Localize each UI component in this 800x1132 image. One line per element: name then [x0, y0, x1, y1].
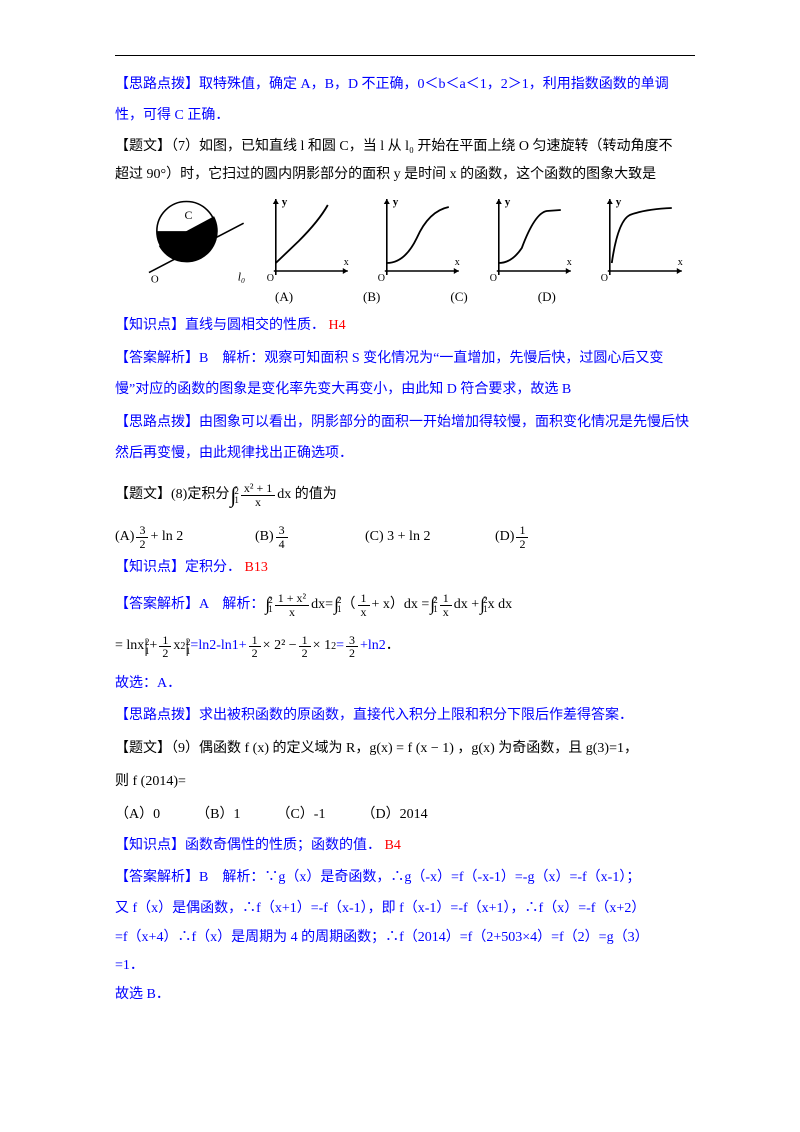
label-d: (D) [538, 283, 556, 312]
ans8-line2: = lnx |21 + 12 x2 |21 = ln2-ln1+ 12 × 2²… [115, 627, 695, 667]
ans8-label: 【答案解析】A 解析： [115, 590, 264, 621]
svg-text:y: y [505, 196, 511, 208]
svg-text:y: y [281, 196, 287, 208]
opt9-c: （C）-1 [276, 800, 325, 831]
kp8-text: 【知识点】定积分． [115, 560, 241, 575]
tip8: 【思路点拨】求出被积函数的原函数，直接代入积分上限和积分下限后作差得答案． [115, 701, 695, 732]
ans9e: 故选 B． [115, 982, 695, 1009]
opt8-d-pre: (D) [495, 522, 514, 553]
q8-suffix: dx 的值为 [277, 480, 337, 511]
kp7-code: H4 [329, 318, 346, 333]
opt8-c: (C) 3 + ln 2 [365, 522, 495, 553]
page: 【思路点拨】取特殊值，确定 A，B，D 不正确，0＜b＜a＜1，2＞1，利用指数… [0, 0, 800, 1132]
svg-text:O: O [490, 273, 497, 283]
opt9-d: （D）2014 [361, 800, 427, 831]
ans7: 【答案解析】B 解析：观察可知面积 S 变化情况为“一直增加，先慢后快，过圆心后… [115, 344, 695, 406]
label-b: (B) [363, 283, 380, 312]
opt9-b: （B）1 [196, 800, 240, 831]
opt9-a: （A）0 [115, 800, 160, 831]
ans8-line1: 【答案解析】A 解析： ∫21 1 + x²x dx= ∫21 （ 1x + x… [115, 585, 695, 625]
q7-fig-b: Ox y [368, 193, 472, 283]
q9: 【题文】（9）偶函数 f (x) 的定义域为 R，g(x) = f (x − 1… [115, 734, 695, 765]
svg-text:y: y [616, 196, 622, 208]
svg-text:O: O [601, 273, 608, 283]
q7-fig-a: Ox y [257, 193, 361, 283]
kp9: 【知识点】函数奇偶性的性质；函数的值． B4 [115, 831, 695, 862]
svg-text:y: y [393, 196, 399, 208]
ans9d: =1． [115, 953, 695, 980]
q7-line1: 【题文】（7）如图，已知直线 l 和圆 C，当 l 从 l₀ 开始在平面上绕 O… [115, 134, 695, 161]
q8: 【题文】(8)定积分 ∫ 21 x² + 1x dx 的值为 [115, 471, 695, 519]
ans9b: 又 f（x）是偶函数，∴f（x+1）=-f（x-1），即 f（x-1）=-f（x… [115, 896, 695, 923]
q7-figures: C O l₀ Ox y Ox y Ox y Ox y [145, 193, 695, 283]
svg-text:x: x [567, 257, 572, 268]
ans9a: 【答案解析】B 解析：∵g（x）是奇函数，∴g（-x）=f（-x-1）=-g（x… [115, 863, 695, 894]
opt8-b-pre: (B) [255, 522, 274, 553]
top-rule [115, 55, 695, 56]
q7-fig-c: Ox y [480, 193, 584, 283]
svg-text:O: O [378, 273, 385, 283]
label-c: (C) [450, 283, 467, 312]
q7-line2: 超过 90°）时，它扫过的圆内阴影部分的面积 y 是时间 x 的函数，这个函数的… [115, 162, 695, 189]
opt8-a-pre: (A) [115, 522, 134, 553]
ans9c: =f（x+4）∴f（x）是周期为 4 的周期函数；∴f（2014）=f（2+50… [115, 925, 695, 952]
kp7: 【知识点】直线与圆相交的性质． H4 [115, 311, 695, 342]
svg-text:C: C [184, 208, 192, 222]
q7-fig-labels: (A) (B) (C) (D) [275, 283, 695, 312]
kp8-code: B13 [245, 560, 268, 575]
kp9-code: B4 [385, 838, 401, 853]
q9-options: （A）0 （B）1 （C）-1 （D）2014 [115, 800, 695, 831]
svg-text:l₀: l₀ [238, 269, 245, 283]
kp7-text: 【知识点】直线与圆相交的性质． [115, 318, 325, 333]
svg-text:O: O [151, 273, 159, 283]
q8-options: (A) 32 + ln 2 (B) 34 (C) 3 + ln 2 (D) 12 [115, 522, 695, 553]
kp8: 【知识点】定积分． B13 [115, 553, 695, 584]
q9b: 则 f (2014)= [115, 767, 695, 798]
label-a: (A) [275, 283, 293, 312]
q8-prefix: 【题文】(8)定积分 [115, 480, 229, 511]
opt8-a-post: + ln 2 [150, 522, 183, 553]
tip-6: 【思路点拨】取特殊值，确定 A，B，D 不正确，0＜b＜a＜1，2＞1，利用指数… [115, 70, 695, 132]
svg-text:x: x [343, 257, 348, 268]
q8-integral: ∫ 21 x² + 1x [229, 471, 277, 519]
ans8-end: 故选：A． [115, 669, 695, 700]
kp9-text: 【知识点】函数奇偶性的性质；函数的值． [115, 838, 381, 853]
svg-text:O: O [266, 273, 273, 283]
tip7: 【思路点拨】由图象可以看出，阴影部分的面积一开始增加得较慢，面积变化情况是先慢后… [115, 408, 695, 470]
q7-fig-circle: C O l₀ [145, 193, 249, 283]
svg-text:x: x [678, 257, 683, 268]
q7-fig-d: Ox y [591, 193, 695, 283]
svg-text:x: x [455, 257, 460, 268]
